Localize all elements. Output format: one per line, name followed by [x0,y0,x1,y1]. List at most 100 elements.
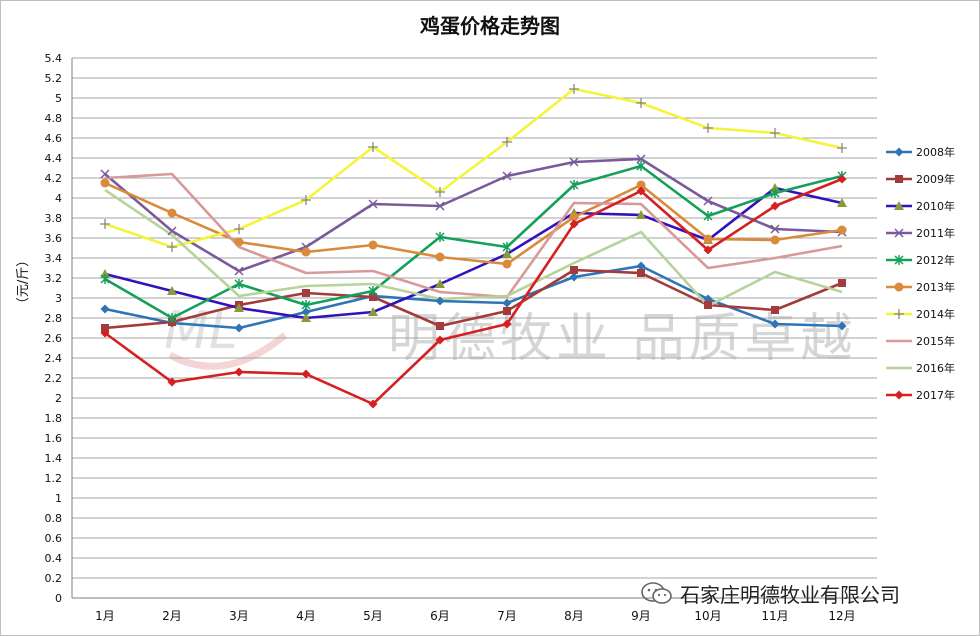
data-point [167,208,177,218]
series-line [104,172,843,299]
data-point [636,210,646,219]
data-point [770,188,780,198]
legend-marker [894,282,904,292]
data-point [703,123,713,133]
data-point [167,377,177,387]
data-point [234,237,244,247]
data-point [369,293,377,301]
legend-marker [895,175,903,183]
y-tick-label: 4.4 [45,152,63,165]
legend-marker [894,147,904,157]
data-point [100,274,110,284]
data-point [435,232,445,242]
data-point [301,307,311,317]
data-point [770,201,780,211]
data-point [368,307,378,316]
series-line [104,157,843,273]
series-markers [100,84,847,409]
y-tick-label: 3.4 [45,252,63,265]
data-point [837,225,847,235]
watermark-logo: ML [164,301,288,370]
data-point [837,198,847,207]
y-tick-label: 2.6 [45,332,63,345]
data-point [100,219,110,229]
data-point [100,304,110,314]
y-tick-label: 2.2 [45,372,63,385]
company-name: 石家庄明德牧业有限公司 [680,582,900,607]
data-point [435,296,445,306]
data-point [570,266,578,274]
data-point [167,286,177,295]
data-point [838,279,846,287]
y-tick-label: 1.6 [45,432,63,445]
legend-label: 2013年 [916,280,955,294]
data-point [770,235,780,245]
data-point [234,323,244,333]
series-lines [104,87,843,406]
data-point [837,321,847,331]
y-tick-labels: 0 0.2 0.4 0.6 0.8 1 1.2 1.4 1.6 1.8 2 2.2 2.4 2.6 2.8 3… [45,52,63,605]
data-point [502,171,512,181]
x-tick-label: 9月 [631,609,651,623]
x-tick-label: 10月 [694,609,721,623]
x-tick-label: 2月 [162,609,182,623]
legend-label: 2015年 [916,334,955,348]
legend-marker [894,255,904,265]
data-point [301,369,311,379]
data-point [234,367,244,377]
data-point [435,279,445,288]
data-point [302,289,310,297]
legend-marker [894,201,904,210]
legend-label: 2016年 [916,361,955,375]
legend: 2008年 2009年 2010年 2011年 2012年 2013年 2014年 2015年… [886,145,955,402]
legend-marker [894,390,904,400]
data-point [636,154,646,164]
data-point [636,186,646,196]
data-point [502,242,512,252]
data-point [770,224,780,234]
x-tick-label: 8月 [564,609,584,623]
y-tick-label: 1 [55,492,62,505]
legend-marker [894,309,904,319]
grid-lines [71,57,877,599]
data-point [770,128,780,138]
data-point [435,187,445,197]
data-point [100,169,110,179]
y-tick-label: 4 [55,192,62,205]
data-point [167,242,177,252]
legend-label: 2010年 [916,199,955,213]
data-point [503,307,511,315]
data-point [636,261,646,271]
y-tick-label: 3 [55,292,62,305]
y-tick-label: 0.2 [45,572,63,585]
x-tick-label: 5月 [363,609,383,623]
data-point [435,335,445,345]
data-point [770,319,780,329]
legend-label: 2011年 [916,226,955,240]
x-tick-label: 7月 [497,609,517,623]
watermark-logo-text: ML [164,301,238,361]
chart-title: 鸡蛋价格走势图 [419,14,560,38]
data-point [368,286,378,296]
series-line [104,188,843,308]
data-point [234,279,244,289]
legend-marker [894,228,904,238]
series-line [104,264,843,330]
data-point [368,399,378,409]
y-tick-label: 0 [55,592,62,605]
series-line [104,268,843,330]
data-point [703,234,713,244]
data-point [301,195,311,205]
wechat-icon [641,582,672,604]
data-point [636,98,646,108]
data-point [167,226,177,236]
data-point [301,247,311,257]
data-point [569,180,579,190]
y-tick-label: 4.6 [45,132,63,145]
x-tick-label: 1月 [95,609,115,623]
series-line [104,181,843,266]
series-line [104,186,843,320]
data-point [234,303,244,312]
data-point [569,219,579,229]
y-tick-label: 1.4 [45,452,63,465]
